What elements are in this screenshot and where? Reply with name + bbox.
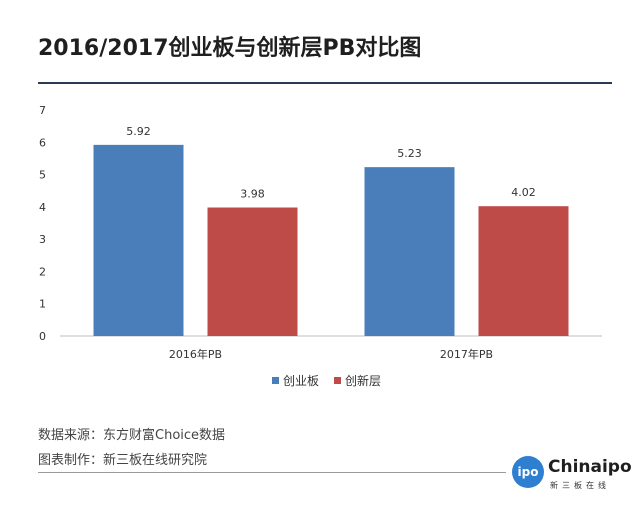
bar-value-label: 3.98 [240, 188, 265, 201]
y-tick-label: 1 [39, 298, 46, 311]
y-tick-label: 0 [39, 330, 46, 343]
bar-value-label: 5.92 [126, 125, 151, 138]
legend-label: 创新层 [345, 373, 381, 388]
chart-title: 2016/2017创业板与创新层PB对比图 [38, 36, 422, 61]
y-tick-label: 7 [39, 104, 46, 117]
legend-label: 创业板 [283, 374, 319, 388]
footer-divider [38, 472, 506, 473]
title-divider [38, 82, 612, 84]
y-tick-label: 2 [39, 265, 46, 278]
bar-value-label: 5.23 [397, 147, 422, 160]
bars [93, 144, 569, 336]
logo-name: Chinaipo [548, 457, 632, 477]
y-tick-label: 4 [39, 201, 46, 214]
category-labels: 2016年PB 2017年PB [169, 347, 493, 361]
value-labels: 5.92 3.98 5.23 4.02 [126, 125, 536, 201]
bar-chuangxinceng-1 [478, 206, 569, 336]
y-tick-label: 3 [39, 233, 46, 246]
bar-value-label: 4.02 [511, 186, 536, 199]
y-axis-labels: 0 1 2 3 4 5 6 7 [39, 104, 46, 343]
bar-chuangyeban-1 [364, 167, 455, 336]
y-tick-label: 5 [39, 169, 46, 182]
logo-badge-icon: ipo [512, 456, 544, 488]
logo-subtitle: 新三板在线 [550, 481, 610, 490]
x-category-label: 2017年PB [440, 347, 493, 361]
data-source-note: 数据来源：东方财富Choice数据 [38, 428, 226, 443]
bar-chart: 0 1 2 3 4 5 6 7 5.92 3.98 5.23 4.02 2016年PB 2017年PB… [39, 104, 602, 388]
chart-maker-note: 图表制作：新三板在线研究院 [38, 453, 208, 468]
y-tick-label: 6 [39, 136, 46, 149]
bar-chuangyeban-0 [93, 144, 184, 336]
legend-swatch [272, 377, 279, 384]
bar-chuangxinceng-0 [207, 207, 298, 336]
chinaipo-logo: ipo Chinaipo 新三板在线 [512, 456, 632, 496]
legend-swatch [334, 377, 341, 384]
x-category-label: 2016年PB [169, 347, 222, 361]
legend: 创业板 创新层 [272, 373, 381, 388]
